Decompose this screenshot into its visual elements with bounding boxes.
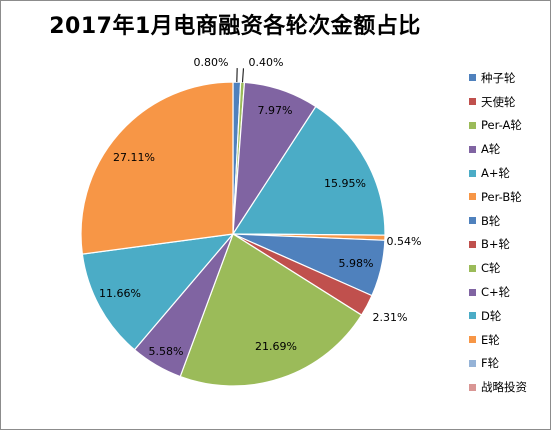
legend-label: 战略投资 [481,380,527,395]
legend-label: D轮 [481,308,502,323]
data-label-9: 5.58% [149,345,184,358]
chart-legend: 种子轮天使轮 Per-A轮 A轮 A+轮 Per-B轮 B轮 B+轮 C轮 C+轮 D轮 E轮 F轮战… [469,66,549,399]
data-label-0: 0.80% [194,56,229,69]
data-label-4: 15.95% [324,177,366,190]
legend-item-4: A+轮 [469,161,549,185]
legend-item-6: B轮 [469,209,549,233]
legend-swatch [469,312,476,320]
legend-swatch [469,121,476,129]
data-label-10: 11.66% [99,287,141,300]
legend-swatch [469,336,476,344]
legend-label: A+轮 [481,166,511,181]
legend-swatch [469,240,476,248]
legend-label: B轮 [481,213,501,228]
legend-item-7: B+轮 [469,233,549,257]
legend-swatch [469,217,476,225]
legend-item-3: A轮 [469,137,549,161]
legend-swatch [469,264,476,272]
legend-swatch [469,359,476,367]
data-label-8: 21.69% [255,340,297,353]
legend-item-8: C轮 [469,256,549,280]
pie-slice-11 [80,81,234,255]
legend-label: F轮 [481,356,500,371]
data-label-11: 27.11% [113,151,155,164]
legend-swatch [469,145,476,153]
legend-item-1: 天使轮 [469,90,549,114]
legend-label: C+轮 [481,285,511,300]
legend-label: Per-B轮 [481,189,522,204]
legend-swatch [469,74,476,82]
pie-slice-8 [179,233,363,387]
legend-swatch [469,383,476,391]
leader-line-2 [242,68,244,83]
legend-item-11: E轮 [469,328,549,352]
legend-item-9: C+轮 [469,280,549,304]
legend-swatch [469,193,476,201]
legend-label: 天使轮 [481,94,516,109]
data-label-2: 0.40% [249,56,284,69]
chart-title: 2017年1月电商融资各轮次金额占比 [49,14,421,39]
legend-swatch [469,169,476,177]
pie-slice-10 [81,233,235,351]
legend-item-5: Per-B轮 [469,185,549,209]
legend-item-12: F轮 [469,352,549,376]
legend-item-13: 战略投资 [469,375,549,399]
legend-label: A轮 [481,142,501,157]
legend-label: B+轮 [481,237,511,252]
legend-label: E轮 [481,332,500,347]
legend-swatch [469,288,476,296]
legend-label: C轮 [481,261,501,276]
data-label-6: 5.98% [339,257,374,270]
legend-swatch [469,98,476,106]
data-label-5: 0.54% [387,235,422,248]
pie-slice-4 [231,105,386,236]
legend-item-0: 种子轮 [469,66,549,90]
legend-item-10: D轮 [469,304,549,328]
data-label-3: 7.97% [258,104,293,117]
data-label-7: 2.31% [373,311,408,324]
legend-label: Per-A轮 [481,118,522,133]
legend-label: 种子轮 [481,70,516,85]
legend-item-2: Per-A轮 [469,114,549,138]
